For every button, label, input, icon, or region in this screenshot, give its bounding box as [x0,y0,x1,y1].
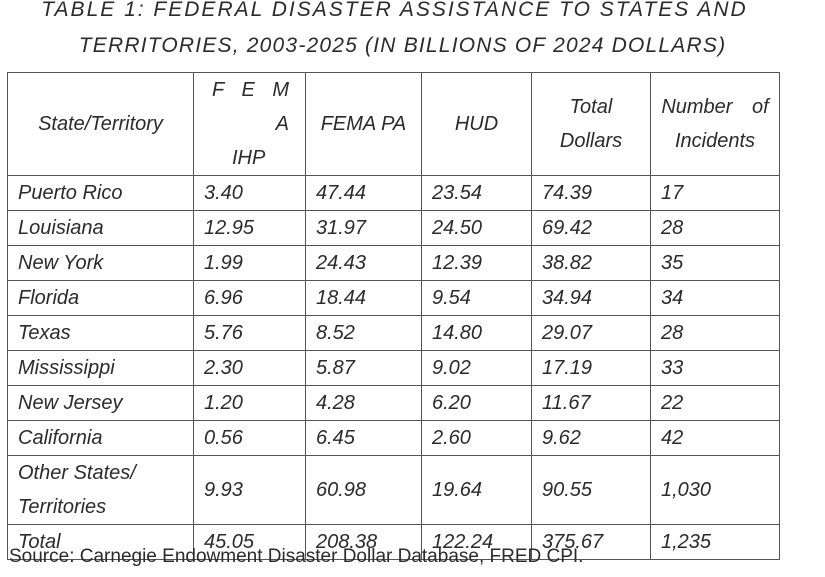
cell-total: 38.82 [531,245,651,281]
cell-incidents: 1,235 [650,524,780,560]
table-row: Louisiana 12.95 31.97 24.50 69.42 28 [7,210,780,246]
header-total-dollars: Total Dollars [531,72,651,176]
header-total-line2: Dollars [559,130,623,152]
table-row: New Jersey 1.20 4.28 6.20 11.67 22 [7,385,780,421]
cell-total: 29.07 [531,315,651,351]
cell-fema-ihp: 1.99 [193,245,306,281]
cell-total: 17.19 [531,350,651,386]
source-note: Source: Carnegie Endowment Disaster Doll… [9,546,584,567]
table-title-line-2: TERRITORIES, 2003-2025 (IN BILLIONS OF 2… [78,34,727,57]
cell-total: 9.62 [531,420,651,456]
cell-fema-pa: 4.28 [305,385,422,421]
cell-hud: 23.54 [421,175,532,211]
disaster-assistance-table: State/Territory F E M A IHP FEMA PA HUD … [7,72,780,560]
header-fema-pa: FEMA PA [305,72,422,176]
table-row: Puerto Rico 3.40 47.44 23.54 74.39 17 [7,175,780,211]
cell-fema-ihp: 1.20 [193,385,306,421]
cell-fema-pa: 31.97 [305,210,422,246]
cell-incidents: 17 [650,175,780,211]
cell-state: California [7,420,194,456]
cell-fema-pa: 24.43 [305,245,422,281]
table-row: New York 1.99 24.43 12.39 38.82 35 [7,245,780,281]
header-hud: HUD [421,72,532,176]
cell-incidents: 35 [650,245,780,281]
cell-incidents: 34 [650,280,780,316]
cell-state: New Jersey [7,385,194,421]
cell-fema-pa: 8.52 [305,315,422,351]
cell-fema-ihp: 9.93 [193,455,306,525]
header-fema-ihp-line1: F E M A [212,79,295,135]
cell-fema-ihp: 0.56 [193,420,306,456]
cell-fema-pa: 5.87 [305,350,422,386]
cell-incidents: 33 [650,350,780,386]
cell-state: Total [7,524,194,560]
header-fema-pa-label: FEMA PA [320,113,407,135]
header-number-of-incidents: Number of Incidents [650,72,780,176]
cell-fema-pa: 6.45 [305,420,422,456]
cell-hud: 9.54 [421,280,532,316]
cell-incidents: 1,030 [650,455,780,525]
table-row: California 0.56 6.45 2.60 9.62 42 [7,420,780,456]
cell-total: 11.67 [531,385,651,421]
cell-total: 90.55 [531,455,651,525]
cell-state: New York [7,245,194,281]
cell-state: Florida [7,280,194,316]
header-total-line1: Total [569,96,613,118]
table-row: Other States/ Territories 9.93 60.98 19.… [7,455,780,525]
cell-fema-ihp: 12.95 [193,210,306,246]
cell-hud: 2.60 [421,420,532,456]
cell-total: 34.94 [531,280,651,316]
cell-fema-ihp: 3.40 [193,175,306,211]
cell-total: 74.39 [531,175,651,211]
cell-hud: 122.24 [421,524,532,560]
table-row: Florida 6.96 18.44 9.54 34.94 34 [7,280,780,316]
cell-hud: 19.64 [421,455,532,525]
header-fema-ihp-line2: IHP [232,147,266,169]
header-incidents-line2: Incidents [674,130,756,152]
table-row: Texas 5.76 8.52 14.80 29.07 28 [7,315,780,351]
cell-incidents: 22 [650,385,780,421]
cell-fema-ihp: 5.76 [193,315,306,351]
table-row-total: Total 45.05 208.38 122.24 375.67 1,235 [7,524,780,560]
header-state: State/Territory [7,72,194,176]
cell-hud: 14.80 [421,315,532,351]
table-row: Mississippi 2.30 5.87 9.02 17.19 33 [7,350,780,386]
cell-fema-pa: 60.98 [305,455,422,525]
cell-hud: 6.20 [421,385,532,421]
cell-fema-ihp: 6.96 [193,280,306,316]
cell-state: Mississippi [7,350,194,386]
cell-fema-ihp: 45.05 [193,524,306,560]
cell-fema-ihp: 2.30 [193,350,306,386]
header-incidents-line1: Number of [661,96,769,118]
cell-hud: 24.50 [421,210,532,246]
cell-incidents: 28 [650,210,780,246]
cell-state: Texas [7,315,194,351]
cell-incidents: 42 [650,420,780,456]
cell-fema-pa: 18.44 [305,280,422,316]
cell-hud: 12.39 [421,245,532,281]
table-title-line-1: TABLE 1: FEDERAL DISASTER ASSISTANCE TO … [41,0,748,21]
table-header-row: State/Territory F E M A IHP FEMA PA HUD … [7,72,780,176]
header-state-label: State/Territory [38,113,163,135]
header-fema-ihp: F E M A IHP [193,72,306,176]
cell-incidents: 28 [650,315,780,351]
cell-state: Louisiana [7,210,194,246]
cell-total: 69.42 [531,210,651,246]
cell-hud: 9.02 [421,350,532,386]
header-hud-label: HUD [454,113,499,135]
cell-state: Other States/ Territories [7,455,194,525]
cell-fema-pa: 47.44 [305,175,422,211]
cell-state: Puerto Rico [7,175,194,211]
